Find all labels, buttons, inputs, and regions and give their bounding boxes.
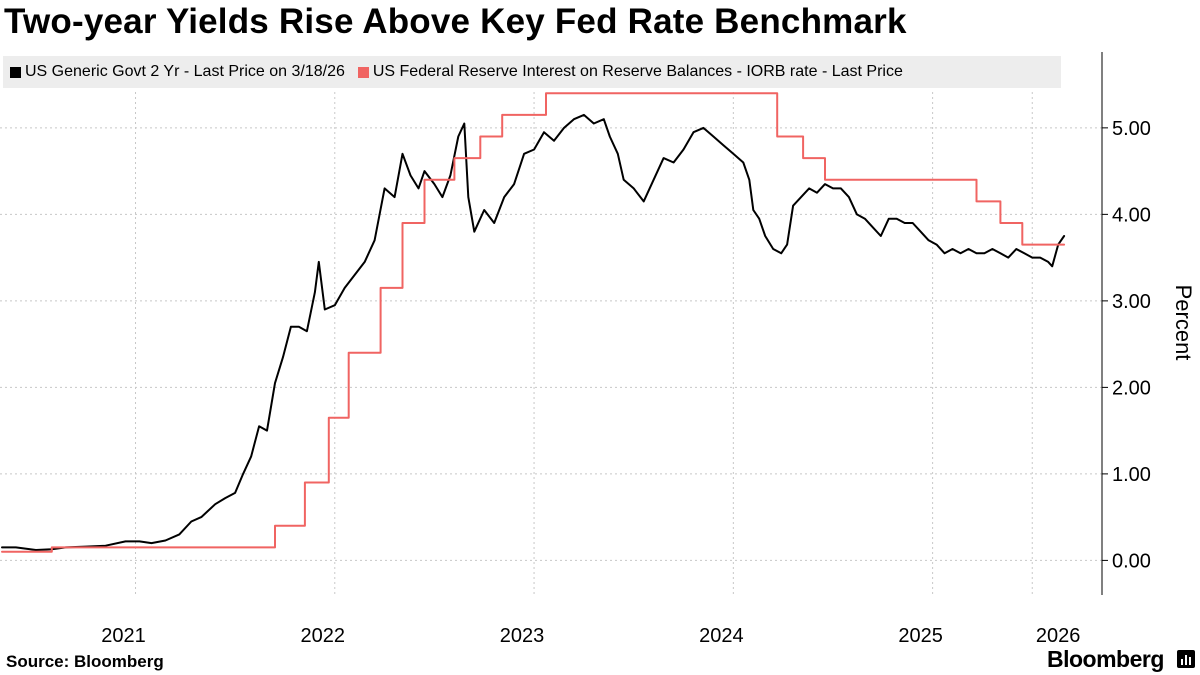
x-tick-label: 2021: [101, 625, 146, 647]
y-tick-label: 3.00: [1112, 291, 1151, 313]
y-tick-label: 1.00: [1112, 464, 1151, 486]
y-tick-label: 5.00: [1112, 118, 1151, 140]
legend-label-iorb: US Federal Reserve Interest on Reserve B…: [372, 63, 903, 80]
series-line-iorb: [1, 92, 1066, 553]
legend-swatch-2yr: [10, 66, 21, 78]
x-tick-label: 2026: [1036, 625, 1081, 647]
source-note: Source: Bloomberg: [6, 652, 164, 671]
y-axis-label: Percent: [1171, 285, 1196, 361]
chart-title: Two-year Yields Rise Above Key Fed Rate …: [4, 2, 907, 41]
legend-swatch-iorb: [357, 66, 369, 78]
legend-item-2yr: US Generic Govt 2 Yr - Last Price on 3/1…: [10, 63, 345, 81]
y-tick-label: 2.00: [1112, 377, 1151, 399]
y-tick-label: 4.00: [1112, 204, 1151, 226]
bloomberg-logo-icon: [1177, 650, 1195, 668]
bloomberg-logo: Bloomberg: [1047, 646, 1164, 672]
x-tick-label: 2025: [898, 625, 943, 647]
legend-item-iorb: US Federal Reserve Interest on Reserve B…: [357, 63, 903, 81]
x-tick-label: 2023: [500, 625, 545, 647]
series-line-2yr: [1, 113, 1066, 551]
y-tick-label: 0.00: [1112, 550, 1151, 572]
x-tick-label: 2024: [699, 625, 744, 647]
x-tick-label: 2022: [301, 625, 346, 647]
legend-label-2yr: US Generic Govt 2 Yr - Last Price on 3/1…: [25, 63, 345, 80]
chart-legend: US Generic Govt 2 Yr - Last Price on 3/1…: [3, 56, 1061, 88]
